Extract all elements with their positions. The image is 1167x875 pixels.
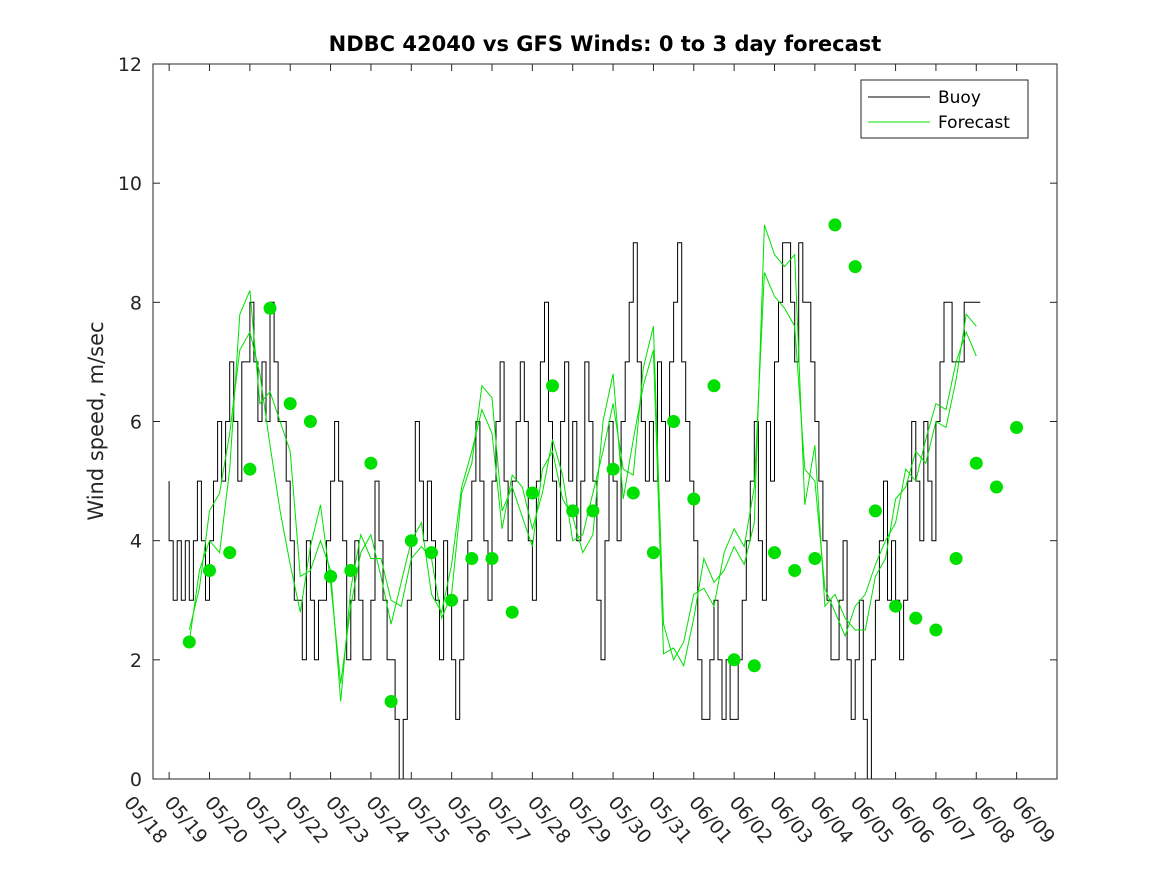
forecast-point: [283, 397, 297, 411]
forecast-point: [747, 659, 761, 673]
y-tick-label: 6: [130, 412, 142, 434]
forecast-point: [425, 546, 438, 560]
forecast-point: [727, 653, 741, 667]
forecast-point: [687, 492, 701, 506]
forecast-point: [546, 379, 559, 393]
forecast-point: [505, 605, 519, 619]
y-tick-label: 10: [118, 173, 142, 195]
forecast-point: [243, 462, 257, 476]
y-axis-label: Wind speed, m/sec: [84, 321, 108, 520]
forecast-point: [364, 456, 378, 470]
forecast-point: [606, 462, 620, 476]
forecast-point: [909, 611, 923, 625]
forecast-point: [586, 504, 600, 518]
forecast-point: [465, 552, 479, 565]
legend: Buoy Forecast: [860, 79, 1029, 139]
y-tick-label: 0: [130, 769, 142, 791]
y-tick-label: 12: [118, 54, 142, 76]
legend-buoy-label: Buoy: [938, 88, 981, 108]
forecast-series-line: [188, 272, 977, 684]
forecast-point: [949, 552, 963, 565]
forecast-point: [384, 695, 398, 708]
forecast-point: [667, 415, 681, 428]
forecast-point: [808, 552, 822, 565]
forecast-point: [929, 623, 943, 637]
forecast-point: [344, 564, 358, 577]
y-tick-label: 8: [130, 292, 142, 314]
series-layer: [168, 218, 1024, 780]
y-tick-label: 2: [130, 650, 142, 672]
forecast-point: [263, 301, 277, 315]
legend-box: [860, 79, 1029, 139]
buoy-series-line: [168, 242, 981, 780]
forecast-point: [182, 635, 196, 649]
forecast-point: [223, 546, 237, 560]
forecast-point: [485, 552, 499, 565]
forecast-point: [404, 534, 418, 548]
forecast-point: [445, 593, 459, 607]
legend-forecast-label: Forecast: [938, 113, 1010, 133]
forecast-point: [324, 569, 338, 583]
forecast-point: [768, 546, 781, 560]
forecast-point: [566, 504, 580, 518]
forecast-point: [203, 564, 216, 577]
forecast-point: [868, 504, 882, 518]
forecast-point: [1010, 421, 1024, 434]
y-axis-ticks: 0 2 4 6 8 10 12: [118, 54, 1057, 791]
forecast-series-line: [188, 224, 977, 702]
forecast-point: [889, 599, 903, 613]
forecast-point: [969, 456, 983, 470]
chart-title: NDBC 42040 vs GFS Winds: 0 to 3 day fore…: [329, 32, 882, 56]
forecast-point: [626, 486, 640, 500]
forecast-point: [990, 480, 1003, 494]
forecast-point: [525, 486, 539, 500]
forecast-point: [788, 564, 802, 577]
forecast-point: [848, 260, 862, 274]
forecast-point: [707, 379, 721, 393]
forecast-point: [646, 546, 660, 560]
forecast-point: [828, 218, 842, 232]
y-tick-label: 4: [130, 531, 142, 553]
forecast-point: [303, 415, 317, 428]
